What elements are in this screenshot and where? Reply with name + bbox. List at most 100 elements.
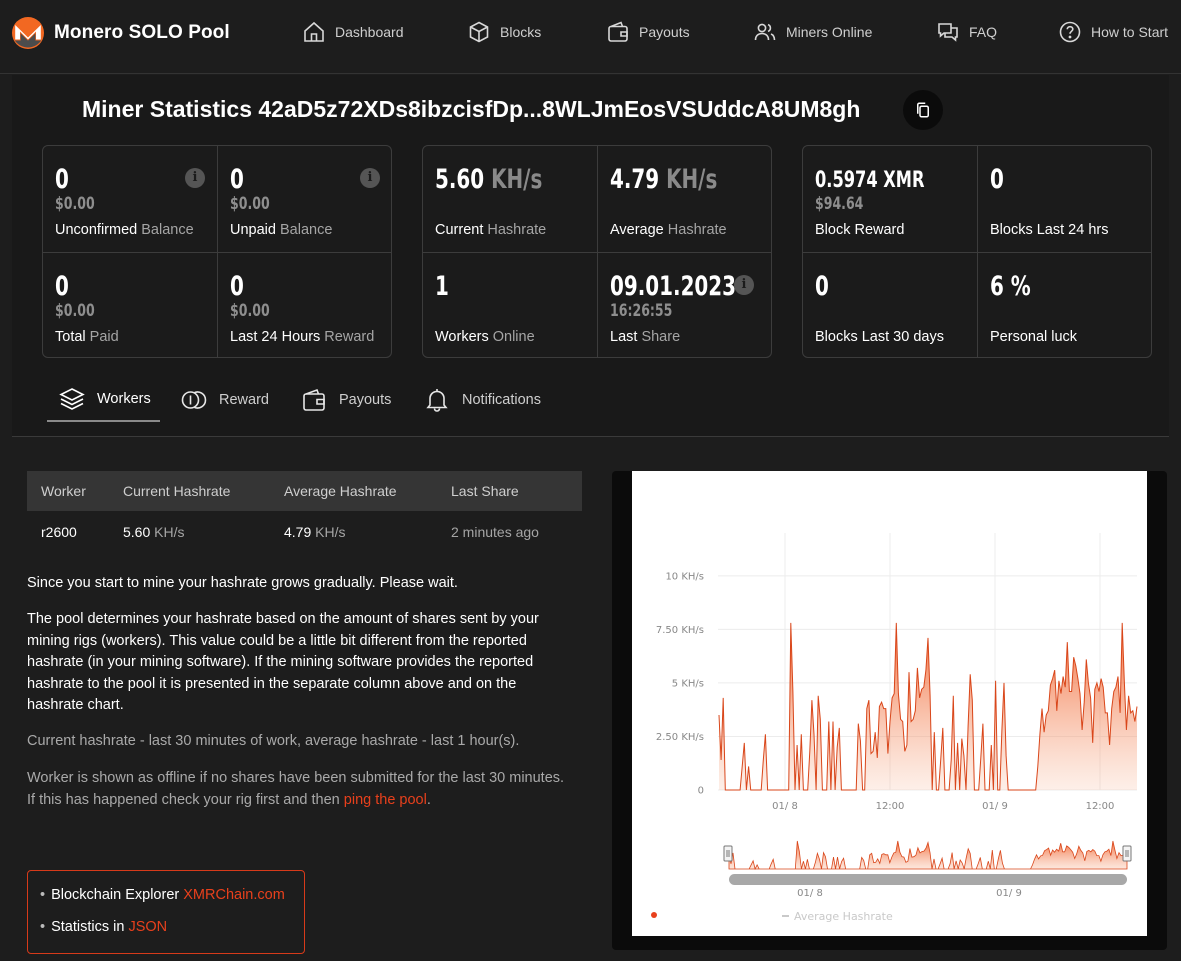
page-title: Miner Statistics 42aD5z72XDs8ibzcisfDp..…	[82, 96, 861, 122]
nav-faq[interactable]: FAQ	[936, 20, 997, 44]
last-24h-reward-usd: $0.00	[230, 301, 270, 321]
y-tick-label: 10 KH/s	[665, 571, 704, 582]
last-share-time: 16:26:55	[610, 301, 673, 321]
worker-current-hashrate: 5.60 KH/s	[123, 524, 185, 540]
info-icon[interactable]: i	[734, 275, 754, 295]
navigator-scrollbar[interactable]	[729, 874, 1127, 885]
nav-payouts-label: Payouts	[639, 24, 690, 40]
help-icon	[1059, 21, 1081, 43]
hashrate-chart[interactable]: 0 2.50 KH/s 5 KH/s 7.50 KH/s 10 KH/s 01/ 8 12…	[632, 471, 1147, 936]
blocks-card: 0.5974 XMR $94.64 Block Reward 0 Blocks …	[802, 145, 1152, 358]
y-tick-label: 2.50 KH/s	[656, 732, 704, 743]
last-share-date: 09.01.2023	[610, 271, 737, 302]
y-tick-label: 0	[698, 786, 704, 797]
copy-icon	[917, 102, 929, 118]
last-24h-reward-label: Last 24 Hours Reward	[230, 329, 375, 345]
x-tick-label: 12:00	[1086, 801, 1115, 812]
navigator-x-tick-label: 01/ 9	[996, 888, 1022, 899]
nav-how-to-start-label: How to Start	[1091, 24, 1169, 40]
copy-address-button[interactable]	[903, 90, 943, 130]
brand[interactable]: Monero SOLO Pool	[12, 17, 230, 49]
personal-luck-value: 6 %	[990, 271, 1031, 302]
top-navigation: Monero SOLO Pool Dashboard Blocks Payout…	[0, 0, 1181, 74]
brand-name: Monero SOLO Pool	[54, 22, 230, 43]
last-share-label: Last Share	[610, 329, 681, 345]
nav-how-to-start[interactable]: How to Start	[1058, 20, 1168, 44]
tab-notifications[interactable]: Notifications	[424, 378, 541, 422]
unpaid-balance-label: Unpaid Balance	[230, 222, 333, 238]
hashrate-card: 5.60 KH/s Current Hashrate 4.79 KH/s Ave…	[422, 145, 772, 358]
x-tick-label: 12:00	[876, 801, 905, 812]
block-reward-value: 0.5974 XMR	[815, 168, 925, 193]
tab-reward[interactable]: Reward	[181, 378, 269, 422]
info-icon[interactable]: i	[360, 168, 380, 188]
workers-online-value: 1	[435, 271, 449, 302]
links-box: • Blockchain Explorer XMRChain.com • Stati…	[27, 870, 305, 954]
list-item: • Blockchain Explorer XMRChain.com	[40, 887, 285, 903]
nav-dashboard-label: Dashboard	[335, 24, 404, 40]
nav-blocks[interactable]: Blocks	[467, 20, 541, 44]
unpaid-balance-value: 0	[230, 164, 244, 195]
tab-workers[interactable]: Workers	[47, 378, 160, 422]
wallet-icon	[303, 388, 325, 411]
table-row[interactable]: r2600 5.60 KH/s 4.79 KH/s 2 minutes ago	[27, 511, 582, 553]
note-offline: Worker is shown as offline if no shares …	[27, 770, 565, 808]
blocks-last-30d: 0 Blocks Last 30 days	[803, 253, 977, 359]
last-24h-reward-value: 0	[230, 271, 244, 302]
current-hashrate-value: 5.60 KH/s	[435, 164, 543, 195]
unpaid-balance: 0 i $0.00 Unpaid Balance	[218, 146, 392, 252]
tab-payouts-label: Payouts	[339, 392, 392, 408]
workers-table-header: Worker Current Hashrate Average Hashrate…	[27, 471, 582, 511]
tab-notifications-label: Notifications	[462, 392, 541, 408]
ping-pool-link[interactable]: ping the pool	[343, 791, 427, 808]
hashrate-chart-svg: 0 2.50 KH/s 5 KH/s 7.50 KH/s 10 KH/s 01/ 8 12…	[651, 533, 1138, 923]
block-reward: 0.5974 XMR $94.64 Block Reward	[803, 146, 977, 252]
workers-online: 1 Workers Online	[423, 253, 597, 359]
last-share: 09.01.2023 i 16:26:55 Last Share	[598, 253, 772, 359]
unconfirmed-balance: 0 i $0.00 Unconfirmed Balance	[43, 146, 217, 252]
workers-online-label: Workers Online	[435, 329, 535, 345]
unconfirmed-balance-value: 0	[55, 164, 69, 195]
legend-average-hashrate[interactable]: Average Hashrate	[794, 910, 893, 923]
column-header[interactable]: Last Share	[451, 483, 519, 499]
users-icon	[754, 23, 776, 41]
chat-icon	[938, 23, 958, 42]
nav-payouts[interactable]: Payouts	[606, 20, 690, 44]
total-paid-value: 0	[55, 271, 69, 302]
nav-miners-online[interactable]: Miners Online	[753, 20, 872, 44]
blocks-last-24h-value: 0	[990, 164, 1004, 195]
unpaid-balance-usd: $0.00	[230, 194, 270, 214]
column-header[interactable]: Current Hashrate	[123, 483, 231, 499]
info-icon[interactable]: i	[185, 168, 205, 188]
tab-workers-label: Workers	[97, 391, 151, 407]
tab-payouts[interactable]: Payouts	[301, 378, 391, 422]
layers-icon	[59, 388, 85, 410]
tab-reward-label: Reward	[219, 392, 269, 408]
navigator-right-handle[interactable]	[1122, 845, 1132, 862]
nav-dashboard[interactable]: Dashboard	[302, 20, 404, 44]
json-link[interactable]: JSON	[128, 919, 168, 935]
last-24h-reward: 0 $0.00 Last 24 Hours Reward	[218, 253, 392, 359]
column-header[interactable]: Average Hashrate	[284, 483, 397, 499]
workers-table: Worker Current Hashrate Average Hashrate…	[27, 471, 582, 553]
column-header[interactable]: Worker	[41, 483, 86, 499]
nav-blocks-label: Blocks	[500, 24, 542, 40]
navigator-left-handle[interactable]	[723, 845, 733, 862]
xmrchain-link[interactable]: XMRChain.com	[183, 887, 285, 903]
monero-logo-icon	[12, 17, 44, 49]
y-tick-label: 5 KH/s	[672, 678, 704, 689]
legend-marker	[651, 912, 657, 918]
navigator-x-tick-label: 01/ 8	[797, 888, 823, 899]
x-tick-label: 01/ 8	[772, 801, 798, 812]
total-paid-usd: $0.00	[55, 301, 95, 321]
nav-miners-online-label: Miners Online	[786, 24, 873, 40]
blocks-last-30d-value: 0	[815, 271, 829, 302]
bell-icon	[426, 389, 448, 412]
current-hashrate-label: Current Hashrate	[435, 222, 547, 238]
cube-icon	[469, 21, 489, 43]
unconfirmed-balance-label: Unconfirmed Balance	[55, 222, 194, 238]
personal-luck: 6 % Personal luck	[978, 253, 1152, 359]
home-icon	[304, 21, 324, 42]
blocks-last-24h: 0 Blocks Last 24 hrs	[978, 146, 1152, 252]
block-reward-usd: $94.64	[815, 194, 864, 214]
